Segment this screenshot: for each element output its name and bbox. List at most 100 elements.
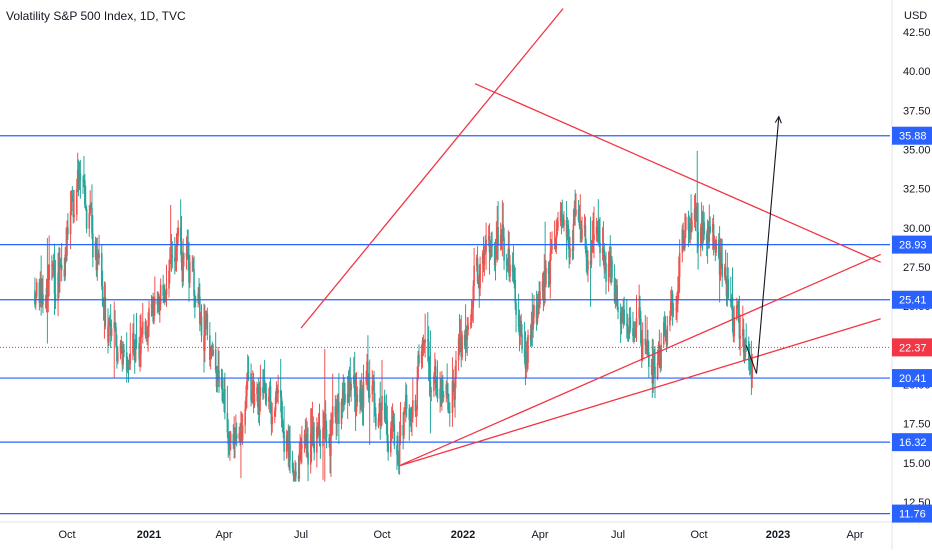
- candle-body: [227, 432, 230, 445]
- candle-body: [154, 300, 156, 305]
- candle-body: [472, 285, 475, 308]
- candle-body: [97, 254, 99, 259]
- candle-body: [88, 213, 91, 229]
- candle-body: [259, 387, 262, 397]
- price-level-badge-label: 25.41: [899, 295, 927, 307]
- price-level-badge[interactable]: [892, 433, 932, 452]
- last-price-badge[interactable]: [892, 338, 932, 357]
- candle-body: [306, 434, 308, 453]
- candle-body: [638, 307, 640, 318]
- time-axis[interactable]: Oct 2021 Apr Jul Oct 2022 Apr Jul Oct 2023 Apr: [0, 521, 892, 541]
- price-level-badge[interactable]: [892, 235, 932, 254]
- candle-body: [34, 290, 36, 305]
- candle-body: [500, 234, 503, 242]
- candle-body: [641, 338, 644, 360]
- price-level-badge[interactable]: [892, 504, 932, 523]
- price-level-badge[interactable]: [892, 126, 932, 145]
- candle-body: [95, 241, 98, 271]
- price-axis[interactable]: 12.5015.0017.5020.0022.5025.0027.5030.00…: [891, 0, 932, 550]
- candle-body: [405, 394, 408, 409]
- candle-body: [678, 252, 681, 278]
- candle-body: [429, 380, 432, 392]
- candle-body: [412, 400, 414, 418]
- candle-body: [127, 362, 130, 366]
- candle-body: [360, 388, 362, 407]
- price-level-badge[interactable]: [892, 290, 932, 309]
- levels-layer[interactable]: [0, 135, 890, 515]
- drawings-layer[interactable]: [300, 8, 881, 467]
- candle-body: [605, 263, 607, 282]
- candle-body: [108, 322, 110, 343]
- candle-body: [180, 241, 183, 263]
- candle-body: [244, 408, 246, 426]
- time-axis-tick: Apr: [846, 529, 863, 541]
- candle-body: [544, 270, 546, 285]
- candle-body: [703, 222, 705, 235]
- rising-support-line[interactable]: [398, 253, 881, 467]
- candle-body: [256, 387, 258, 394]
- time-axis-tick: 2021: [137, 529, 161, 541]
- candle-body: [712, 223, 715, 248]
- candle-body: [125, 352, 128, 371]
- candle-body: [162, 284, 164, 296]
- candle-body: [507, 248, 510, 265]
- candle-body: [371, 385, 374, 395]
- candle-body: [671, 293, 674, 311]
- candle-body: [399, 424, 402, 436]
- candle-body: [414, 400, 417, 412]
- lower-support-line[interactable]: [398, 318, 881, 467]
- candle-body: [702, 222, 705, 242]
- candle-body: [709, 226, 711, 233]
- candle-body: [76, 189, 78, 215]
- price-axis-tick: 27.50: [903, 262, 931, 274]
- price-level-badge[interactable]: [892, 369, 932, 388]
- candle-body: [83, 180, 85, 181]
- candle-body: [239, 433, 241, 441]
- candle-body: [52, 264, 55, 270]
- candle-body: [541, 281, 544, 292]
- candle-body: [699, 227, 702, 248]
- candle-body: [182, 257, 184, 282]
- rising-trend-line[interactable]: [300, 8, 564, 329]
- candle-body: [319, 443, 322, 447]
- candle-body: [687, 216, 690, 230]
- candle-body: [107, 326, 109, 343]
- candle-body: [614, 293, 617, 302]
- candle-body: [226, 413, 229, 433]
- time-axis-tick: Apr: [531, 529, 548, 541]
- candle-body: [547, 267, 550, 274]
- candle-body: [100, 253, 103, 287]
- price-axis-tick: 40.00: [903, 66, 931, 78]
- candle-body: [64, 254, 67, 277]
- candle-body: [132, 333, 134, 354]
- candle-body: [84, 204, 87, 209]
- candle-body: [258, 396, 261, 415]
- candle-body: [742, 329, 745, 353]
- candle-body: [415, 409, 418, 412]
- candle-body: [387, 441, 389, 453]
- candle-body: [70, 195, 73, 212]
- candle-body: [133, 333, 135, 352]
- candle-body: [677, 290, 679, 304]
- candle-body: [47, 280, 50, 298]
- candle-body: [203, 335, 205, 351]
- projection-arrow[interactable]: [745, 116, 780, 374]
- candle-body: [748, 361, 751, 365]
- candle-body: [138, 343, 140, 360]
- candle-body: [690, 223, 692, 231]
- candle-body: [497, 227, 499, 246]
- candle-body: [193, 268, 195, 297]
- candle-body: [114, 322, 116, 328]
- price-level-badge-label: 11.76: [899, 509, 926, 521]
- descending-resistance-line[interactable]: [474, 83, 881, 263]
- candle-body: [665, 337, 668, 345]
- candle-body: [750, 367, 753, 379]
- candle-body: [157, 302, 159, 305]
- chart-title: Volatility S&P 500 Index, 1D, TVC: [6, 9, 186, 23]
- candle-body: [295, 471, 297, 477]
- candle-body: [251, 400, 253, 402]
- candle-body: [640, 343, 643, 360]
